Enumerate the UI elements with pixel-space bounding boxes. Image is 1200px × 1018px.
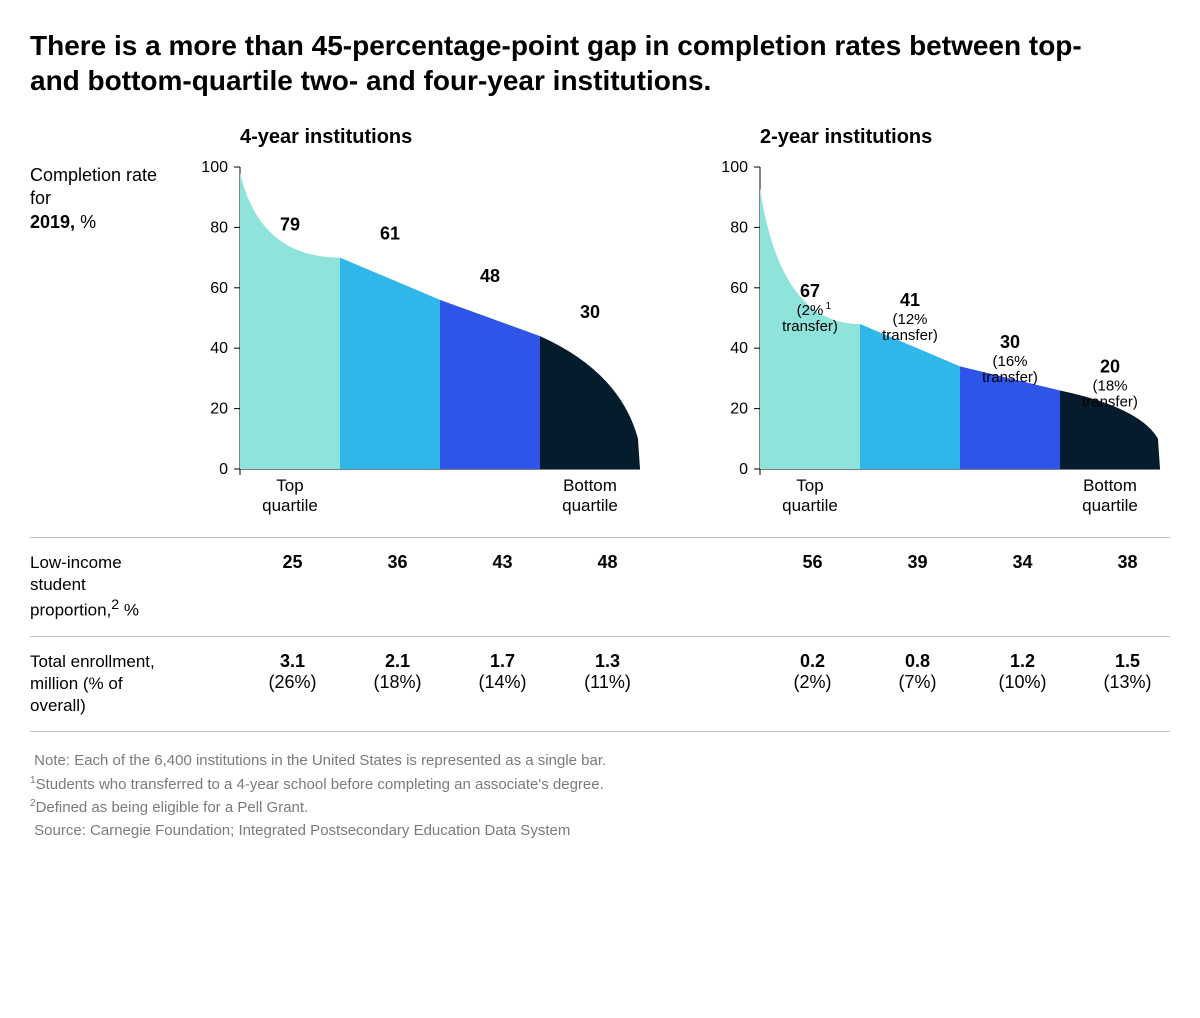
plot-4year: 02040608010079614830TopquartileBottomqua… xyxy=(180,157,650,527)
row-cells: 25364348 xyxy=(180,552,660,622)
chart-grid: Completion rate for 2019, % 4-year insti… xyxy=(30,126,1170,527)
data-cell: 2.1(18%) xyxy=(345,651,450,717)
svg-text:Bottom: Bottom xyxy=(1083,476,1137,495)
svg-text:20: 20 xyxy=(730,401,748,418)
svg-text:transfer): transfer) xyxy=(1082,393,1138,410)
chart-title: There is a more than 45-percentage-point… xyxy=(30,28,1130,98)
panel-4year: 4-year institutions 0 20 40 60 80 100 79 61 48 30… xyxy=(180,126,660,527)
svg-text:30: 30 xyxy=(1000,332,1020,352)
panel-title-4year: 4-year institutions xyxy=(180,126,660,149)
svg-text:quartile: quartile xyxy=(1082,496,1138,515)
data-cell: 43 xyxy=(450,552,555,622)
row-cells: 56393438 xyxy=(700,552,1180,622)
data-cell: 1.3(11%) xyxy=(555,651,660,717)
svg-text:(18%: (18% xyxy=(1092,377,1127,394)
footnote: 1Students who transferred to a 4-year sc… xyxy=(30,773,1170,797)
svg-text:20: 20 xyxy=(1100,356,1120,376)
svg-text:Top: Top xyxy=(276,476,303,495)
data-cell: 38 xyxy=(1075,552,1180,622)
plot-2year: 02040608010067(2%transfer)141(12%transfe… xyxy=(700,157,1170,527)
svg-text:0: 0 xyxy=(739,461,748,478)
svg-text:Bottom: Bottom xyxy=(563,476,617,495)
row-label: Total enrollment,million (% of overall) xyxy=(30,651,180,717)
svg-text:1: 1 xyxy=(826,301,832,312)
svg-text:(12%: (12% xyxy=(892,311,927,328)
data-cell: 56 xyxy=(760,552,865,622)
svg-text:100: 100 xyxy=(201,159,228,176)
row-label: Low-incomestudentproportion,2 % xyxy=(30,552,180,622)
data-row: Total enrollment,million (% of overall)3… xyxy=(30,636,1170,732)
svg-text:quartile: quartile xyxy=(782,496,838,515)
svg-text:80: 80 xyxy=(730,219,748,236)
svg-text:67: 67 xyxy=(800,281,820,301)
svg-text:Top: Top xyxy=(796,476,823,495)
svg-text:20: 20 xyxy=(210,401,228,418)
y-axis-label: Completion rate for 2019, % xyxy=(30,126,180,527)
data-cell: 34 xyxy=(970,552,1075,622)
footnotes: Note: Each of the 6,400 institutions in … xyxy=(30,750,1170,842)
svg-text:48: 48 xyxy=(480,266,500,286)
svg-text:30: 30 xyxy=(580,302,600,322)
data-cell: 1.5(13%) xyxy=(1075,651,1180,717)
data-cell: 3.1(26%) xyxy=(240,651,345,717)
row-cells: 0.2(2%)0.8(7%)1.2(10%)1.5(13%) xyxy=(700,651,1180,717)
footnote: Note: Each of the 6,400 institutions in … xyxy=(30,750,1170,773)
svg-text:41: 41 xyxy=(900,290,920,310)
svg-text:80: 80 xyxy=(210,219,228,236)
svg-text:0: 0 xyxy=(219,461,228,478)
data-cell: 1.7(14%) xyxy=(450,651,555,717)
footnote: 2Defined as being eligible for a Pell Gr… xyxy=(30,796,1170,820)
svg-text:40: 40 xyxy=(210,340,228,357)
data-cell: 0.8(7%) xyxy=(865,651,970,717)
svg-text:79: 79 xyxy=(280,214,300,234)
svg-text:61: 61 xyxy=(380,223,400,243)
panel-2year: 2-year institutions 02040608010067(2%tra… xyxy=(700,126,1180,527)
svg-text:(16%: (16% xyxy=(992,353,1027,370)
row-cells: 3.1(26%)2.1(18%)1.7(14%)1.3(11%) xyxy=(180,651,660,717)
svg-text:transfer): transfer) xyxy=(882,327,938,344)
data-cell: 0.2(2%) xyxy=(760,651,865,717)
svg-text:transfer): transfer) xyxy=(982,369,1038,386)
svg-text:quartile: quartile xyxy=(262,496,318,515)
svg-text:(2%: (2% xyxy=(797,302,824,319)
data-cell: 48 xyxy=(555,552,660,622)
svg-text:60: 60 xyxy=(210,280,228,297)
panel-title-2year: 2-year institutions xyxy=(700,126,1180,149)
data-cell: 25 xyxy=(240,552,345,622)
svg-text:transfer): transfer) xyxy=(782,318,838,335)
data-cell: 36 xyxy=(345,552,450,622)
data-rows: Low-incomestudentproportion,2 %253643485… xyxy=(30,537,1170,732)
data-row: Low-incomestudentproportion,2 %253643485… xyxy=(30,537,1170,636)
data-cell: 39 xyxy=(865,552,970,622)
svg-text:quartile: quartile xyxy=(562,496,618,515)
data-cell: 1.2(10%) xyxy=(970,651,1075,717)
svg-text:100: 100 xyxy=(721,159,748,176)
footnote: Source: Carnegie Foundation; Integrated … xyxy=(30,820,1170,843)
svg-text:40: 40 xyxy=(730,340,748,357)
svg-text:60: 60 xyxy=(730,280,748,297)
